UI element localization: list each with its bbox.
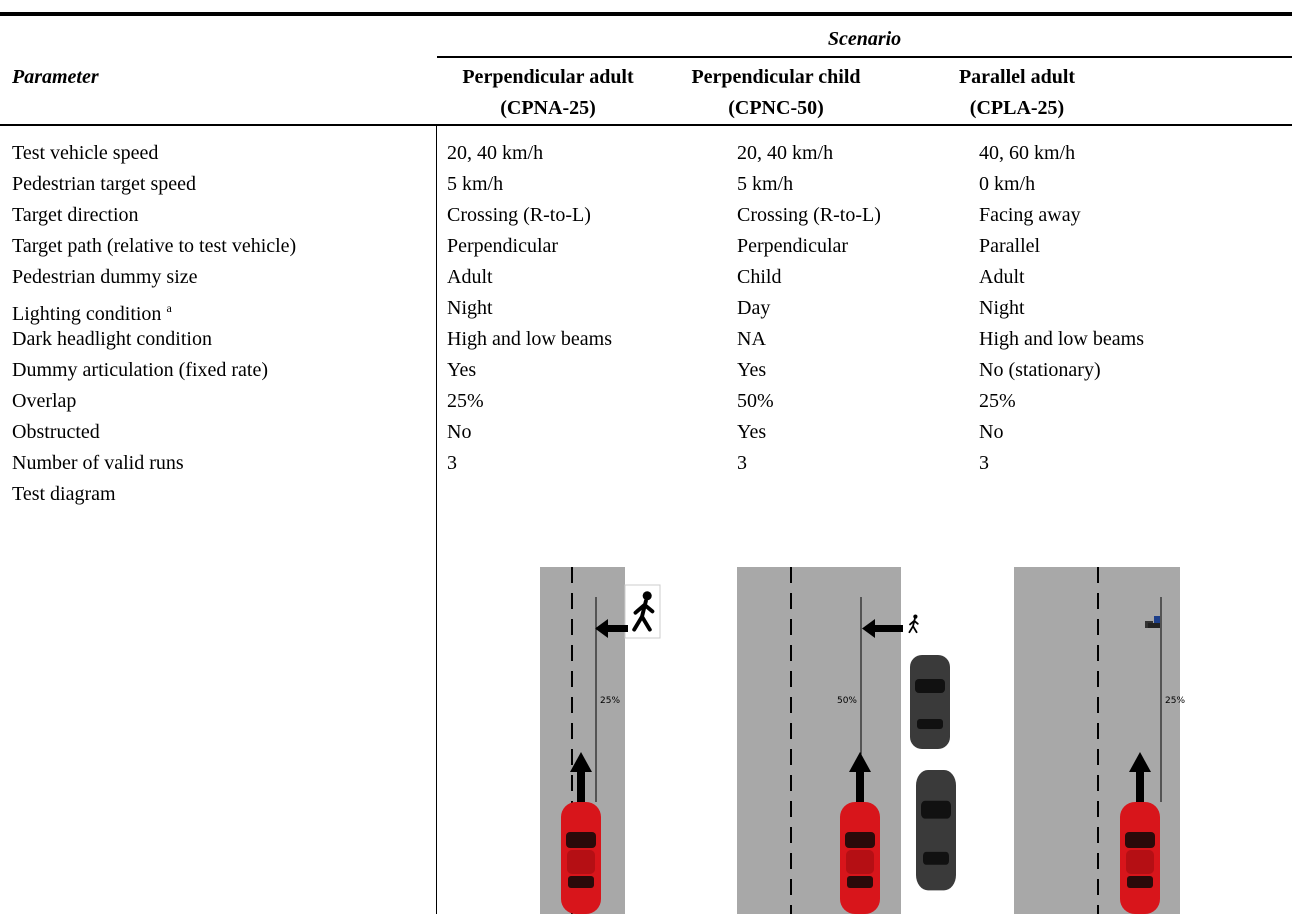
cell: No	[447, 421, 472, 443]
row-label-text: Test vehicle speed	[12, 142, 159, 164]
row-label-text: Target path (relative to test vehicle)	[12, 235, 297, 257]
column-name: Perpendicular child	[691, 66, 861, 88]
row-label: Lighting condition a	[12, 296, 172, 326]
column-name: Parallel adult	[958, 66, 1076, 88]
cell: 20, 40 km/h	[447, 142, 544, 164]
cell: Adult	[447, 266, 493, 288]
row-label-text: Pedestrian target speed	[12, 173, 197, 195]
cell: Perpendicular	[447, 235, 559, 257]
cell: Perpendicular	[737, 235, 849, 257]
row-label: Target path (relative to test vehicle)	[12, 234, 296, 258]
row-label: Pedestrian target speed	[12, 172, 196, 196]
overlap-label: 25%	[600, 696, 620, 706]
cell: Crossing (R-to-L)	[447, 204, 591, 226]
diagram-1	[540, 567, 661, 914]
column-name: Perpendicular adult	[462, 66, 634, 88]
cell: 3	[447, 452, 457, 474]
row-label-text: Obstructed	[12, 421, 100, 443]
row-label-text: Dark headlight condition	[12, 328, 212, 350]
cell: Night	[979, 297, 1025, 319]
cell: High and low beams	[979, 328, 1144, 350]
header-rule	[0, 124, 1292, 126]
row-label-text: Lighting condition	[12, 303, 162, 325]
cell: Child	[737, 266, 782, 288]
cell: 5 km/h	[447, 173, 504, 195]
cell: 20, 40 km/h	[737, 142, 834, 164]
row-label-text: Pedestrian dummy size	[12, 266, 198, 288]
cell: 3	[979, 452, 989, 474]
column-divider	[436, 126, 437, 914]
cell: Yes	[737, 421, 767, 443]
cell: 3	[737, 452, 747, 474]
row-label-text: Target direction	[12, 204, 139, 226]
column-code: (CPLA-25)	[969, 97, 1065, 119]
cell: 25%	[447, 390, 484, 412]
row-label: Obstructed	[12, 420, 100, 444]
cell: Day	[737, 297, 771, 319]
group-rule	[437, 56, 1292, 58]
row-label: Target direction	[12, 203, 139, 227]
overlap-label: 50%	[837, 696, 857, 706]
row-label: Pedestrian dummy size	[12, 265, 198, 289]
cell: NA	[737, 328, 766, 350]
diagram-3	[1014, 567, 1180, 914]
cell: Crossing (R-to-L)	[737, 204, 881, 226]
row-label: Test diagram	[12, 483, 116, 505]
row-label: Test vehicle speed	[12, 141, 158, 165]
overlap-label: 25%	[1165, 696, 1185, 706]
cell: Yes	[447, 359, 477, 381]
row-label-text: Overlap	[12, 390, 77, 412]
row-label: Number of valid runs	[12, 451, 184, 475]
cell: 5 km/h	[737, 173, 794, 195]
row-label-text: Dummy articulation (fixed rate)	[12, 359, 269, 381]
column-code: (CPNC-50)	[728, 97, 824, 119]
column-code: (CPNA-25)	[500, 97, 596, 119]
cell: 25%	[979, 390, 1016, 412]
row-label: Dark headlight condition	[12, 327, 212, 351]
row-label-text: Number of valid runs	[12, 452, 184, 474]
footnote-mark: a	[166, 301, 172, 315]
cell: 50%	[737, 390, 774, 412]
group-title: Scenario	[827, 28, 902, 50]
cell: High and low beams	[447, 328, 612, 350]
cell: 40, 60 km/h	[979, 142, 1076, 164]
cell: No	[979, 421, 1004, 443]
cell: Facing away	[979, 204, 1081, 226]
row-label: Dummy articulation (fixed rate)	[12, 358, 268, 382]
row-label: Overlap	[12, 389, 76, 413]
cell: Night	[447, 297, 493, 319]
cell: Parallel	[979, 235, 1041, 257]
cell: No (stationary)	[979, 359, 1101, 381]
cell: Yes	[737, 359, 767, 381]
top-rule	[0, 12, 1292, 16]
parameter-title: Parameter	[12, 66, 99, 88]
cell: 0 km/h	[979, 173, 1036, 195]
cell: Adult	[979, 266, 1025, 288]
diagram-2	[737, 567, 956, 914]
